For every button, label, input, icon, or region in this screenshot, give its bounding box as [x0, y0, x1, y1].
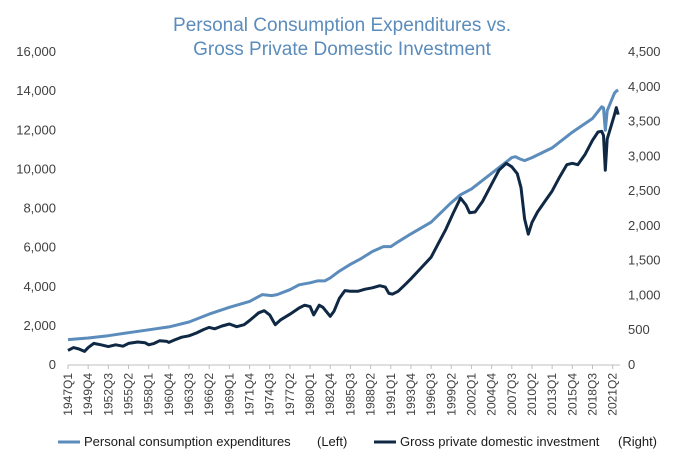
x-tick-label: 2018Q3 [585, 373, 599, 416]
legend-label-pce: Personal consumption expenditures [84, 434, 291, 449]
legend-note-pce: (Left) [317, 434, 347, 449]
x-tick-label: 1985Q3 [343, 373, 357, 416]
x-tick-label: 1982Q4 [323, 373, 337, 416]
x-axis: 1947Q1 1949Q4 1952Q3 1955Q2 1958Q1 1960Q4 1963… [61, 365, 620, 416]
x-tick-label: 2007Q3 [505, 373, 519, 416]
y-left-tick-label: 10,000 [16, 161, 56, 176]
y-axis-right: 0 500 1,000 1,500 2,000 2,500 3,000 3,500 4,000 4… [628, 44, 661, 372]
x-tick-label: 1999Q2 [444, 373, 458, 416]
x-tick-label: 2013Q1 [545, 373, 559, 416]
x-tick-label: 2021Q2 [606, 373, 620, 416]
x-tick-label: 1966Q2 [202, 373, 216, 416]
y-right-tick-label: 2,000 [628, 218, 661, 233]
x-tick-label: 2010Q2 [525, 373, 539, 416]
y-left-tick-label: 6,000 [23, 240, 56, 255]
y-left-tick-label: 4,000 [23, 279, 56, 294]
y-right-tick-label: 4,500 [628, 44, 661, 59]
y-right-tick-label: 2,500 [628, 183, 661, 198]
x-tick-label: 1969Q1 [222, 373, 236, 416]
x-tick-label: 1971Q4 [243, 373, 257, 416]
x-tick-label: 2004Q4 [485, 373, 499, 416]
x-tick-label: 1980Q1 [303, 373, 317, 416]
x-tick-label: 1958Q1 [142, 373, 156, 416]
chart-title-line-1: Personal Consumption Expenditures vs. [173, 15, 511, 36]
y-left-tick-label: 0 [49, 357, 56, 372]
y-right-tick-label: 3,500 [628, 114, 661, 129]
series-line-pce [67, 88, 619, 342]
y-right-tick-label: 0 [628, 357, 635, 372]
x-tick-label: 1955Q2 [122, 373, 136, 416]
x-tick-label: 1963Q3 [182, 373, 196, 416]
y-left-tick-label: 14,000 [16, 83, 56, 98]
x-tick-label: 1952Q3 [101, 373, 115, 416]
y-left-tick-label: 12,000 [16, 122, 56, 137]
y-left-tick-label: 16,000 [16, 44, 56, 59]
y-right-tick-label: 500 [628, 322, 650, 337]
x-tick-label: 1974Q3 [263, 373, 277, 416]
x-tick-label: 1996Q3 [424, 373, 438, 416]
y-right-tick-label: 4,000 [628, 79, 661, 94]
legend-note-gpdi: (Right) [618, 434, 657, 449]
y-axis-left: 0 2,000 4,000 6,000 8,000 10,000 12,000 14,000 1… [16, 44, 56, 372]
x-tick-label: 1977Q2 [283, 373, 297, 416]
series-line-gpdi [67, 106, 620, 353]
legend-label-gpdi: Gross private domestic investment [400, 434, 600, 449]
x-tick-label: 1991Q1 [384, 373, 398, 416]
chart-title-line-2: Gross Private Domestic Investment [193, 39, 491, 60]
y-right-tick-label: 1,500 [628, 253, 661, 268]
x-tick-label: 2002Q1 [464, 373, 478, 416]
y-left-tick-label: 8,000 [23, 201, 56, 216]
x-tick-label: 1947Q1 [61, 373, 75, 416]
y-right-tick-label: 1,000 [628, 287, 661, 302]
x-tick-label: 1988Q2 [364, 373, 378, 416]
x-tick-label: 1993Q4 [404, 373, 418, 416]
x-tick-label: 2015Q4 [565, 373, 579, 416]
y-right-tick-label: 3,000 [628, 148, 661, 163]
x-tick-label: 1949Q4 [81, 373, 95, 416]
legend: Personal consumption expenditures (Left)… [58, 434, 657, 449]
y-left-tick-label: 2,000 [23, 318, 56, 333]
x-tick-label: 1960Q4 [162, 373, 176, 416]
